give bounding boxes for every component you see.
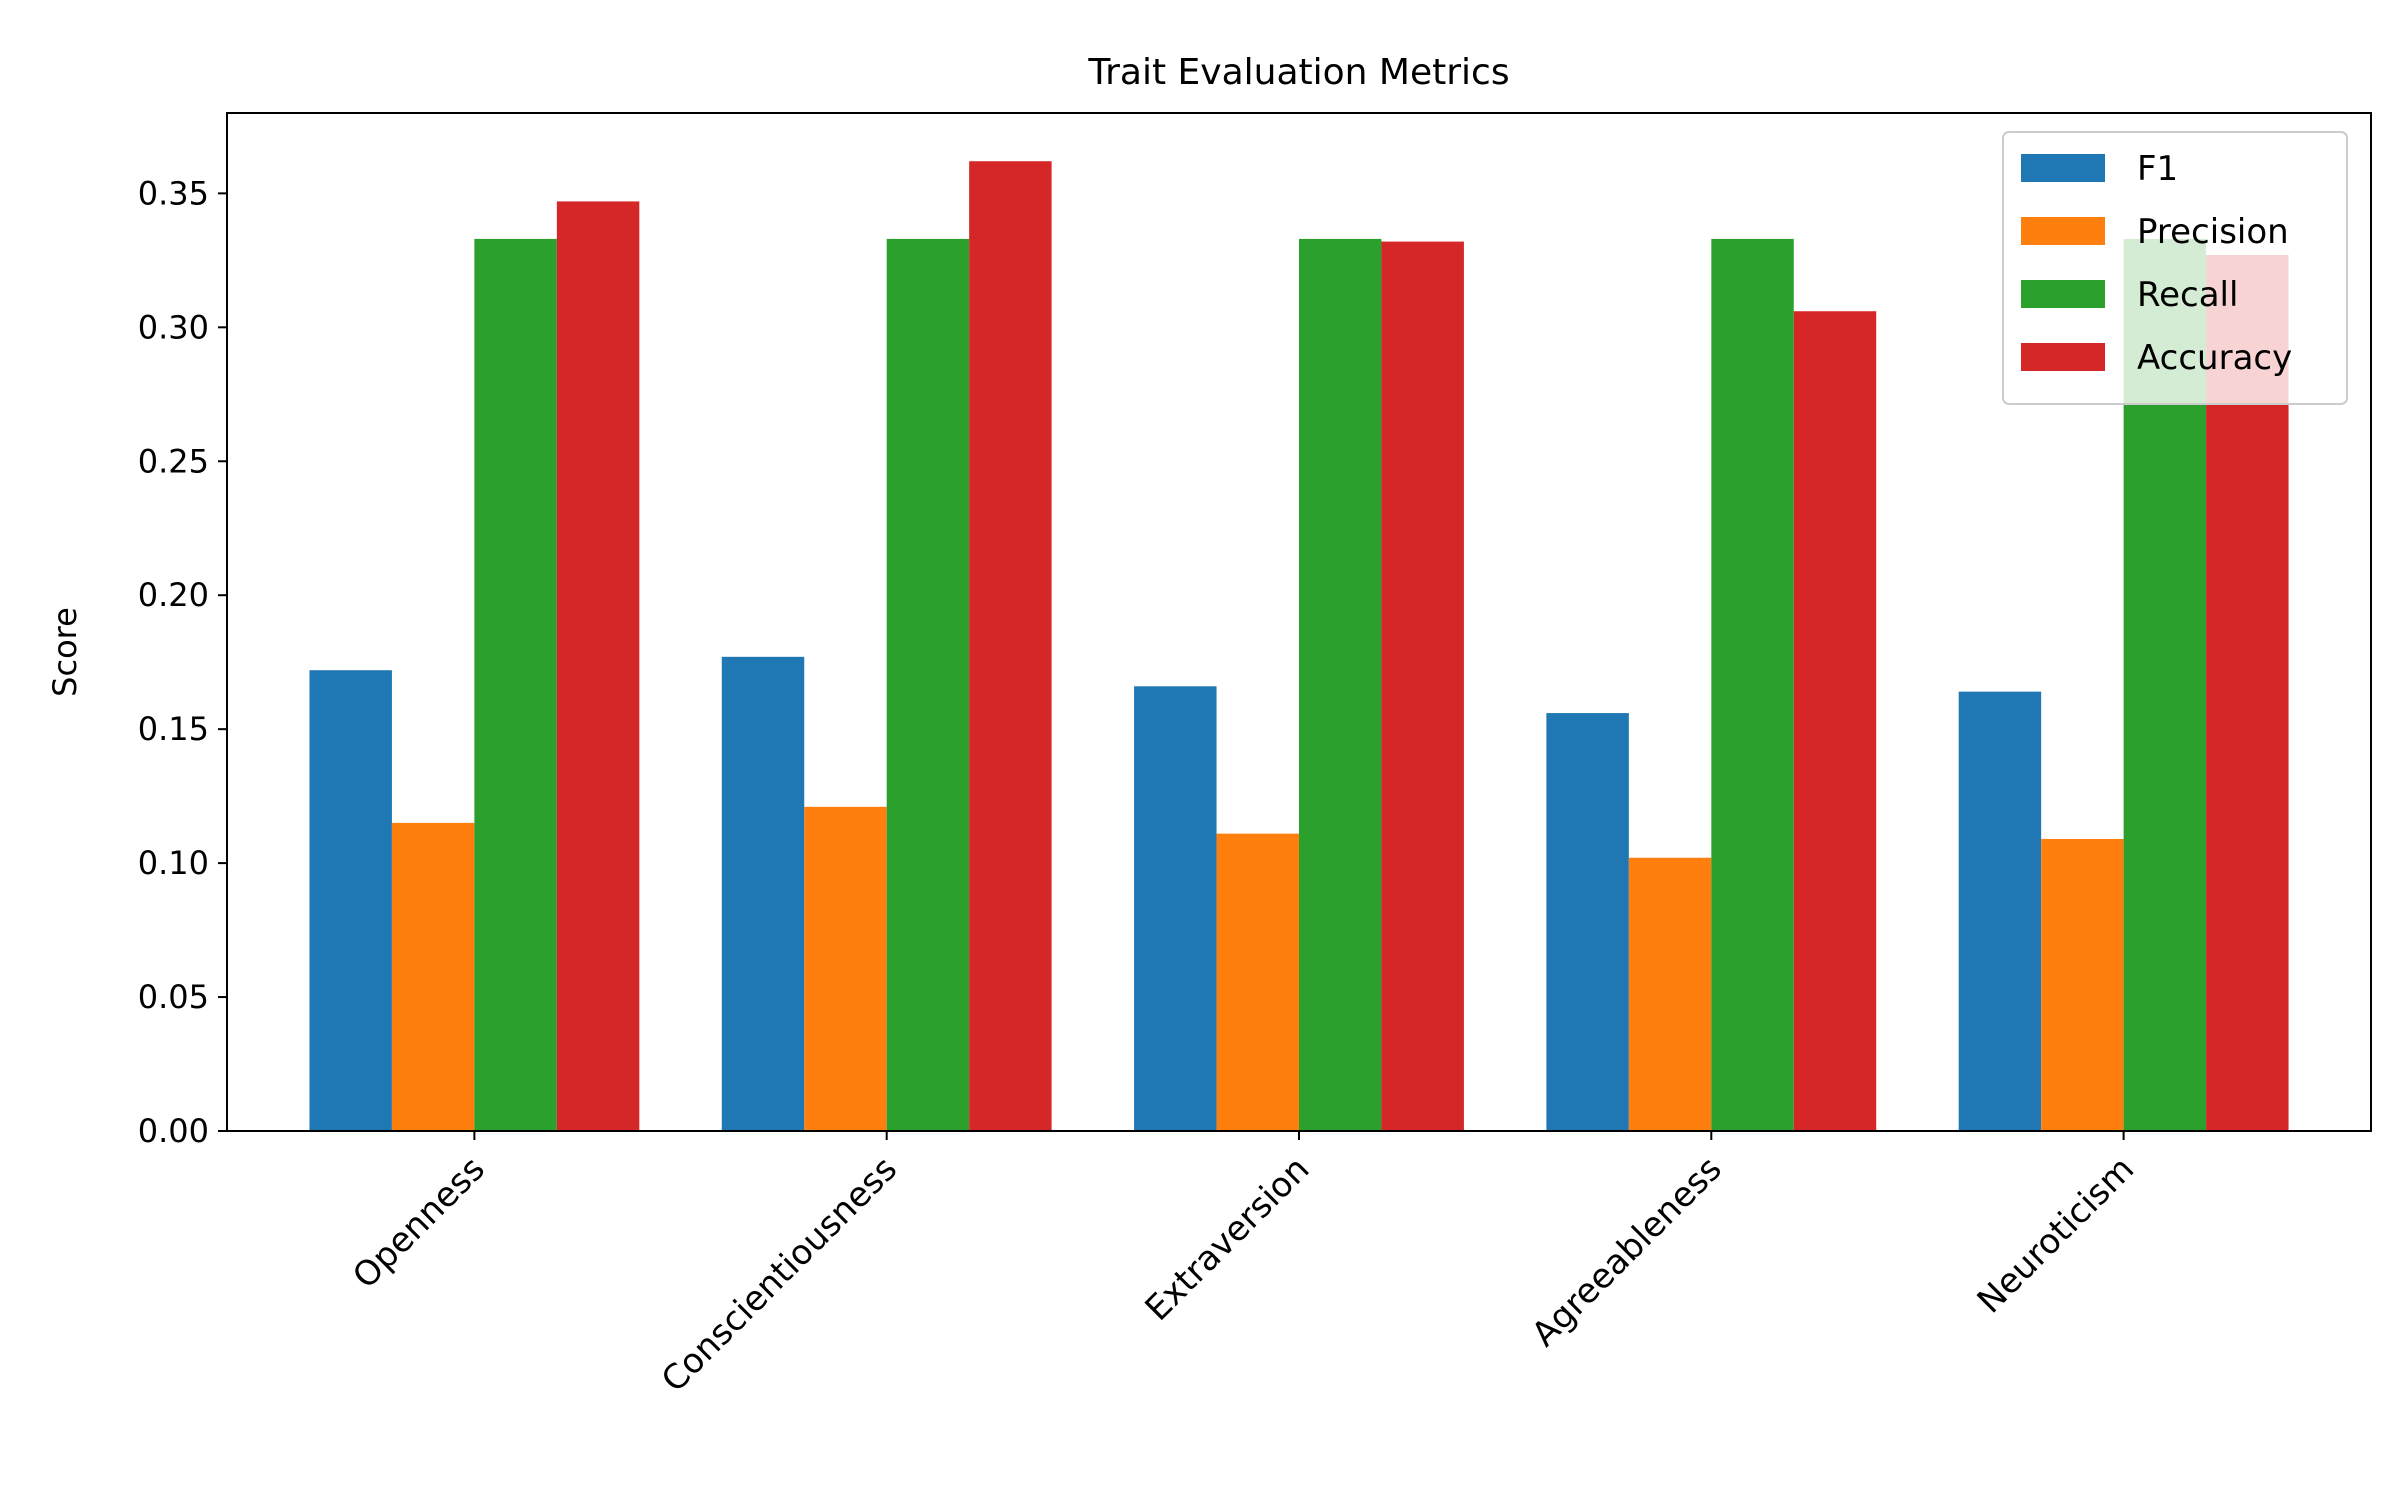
bar-f1-neuroticism (1958, 691, 2042, 1131)
bar-precision-agreeableness (1628, 857, 1712, 1131)
y-axis: 0.00 0.05 0.10 0.15 0.20 0.25 0.30 0.35 (138, 174, 227, 1150)
bar-accuracy-openness (556, 201, 640, 1131)
bar-precision-openness (391, 822, 475, 1131)
y-tick-label: 0.10 (138, 844, 209, 882)
y-tick-label: 0.15 (138, 710, 209, 748)
legend-label-recall: Recall (2137, 275, 2238, 315)
chart-title: Trait Evaluation Metrics (1087, 52, 1509, 93)
bar-recall-agreeableness (1711, 238, 1794, 1131)
bar-recall-extraversion (1299, 238, 1382, 1131)
legend-swatch-f1 (2021, 154, 2105, 182)
y-tick-label: 0.00 (138, 1112, 209, 1150)
legend-swatch-recall (2021, 280, 2105, 308)
bar-precision-neuroticism (2041, 838, 2124, 1131)
legend-label-precision: Precision (2137, 212, 2289, 252)
y-tick-label: 0.25 (138, 442, 209, 480)
bar-f1-conscientiousness (721, 656, 805, 1131)
bar-f1-agreeableness (1546, 713, 1629, 1131)
legend-swatch-accuracy (2021, 343, 2105, 371)
bar-precision-extraversion (1216, 833, 1299, 1131)
legend-box (2002, 131, 2348, 405)
bar-f1-extraversion (1134, 686, 1217, 1131)
bar-accuracy-conscientiousness (969, 161, 1052, 1132)
bar-recall-openness (474, 238, 557, 1131)
y-tick-label: 0.30 (138, 308, 209, 346)
bar-f1-openness (309, 670, 392, 1131)
bar-accuracy-extraversion (1381, 241, 1464, 1132)
legend-label-accuracy: Accuracy (2137, 338, 2292, 378)
bar-accuracy-agreeableness (1793, 311, 1877, 1131)
bar-recall-conscientiousness (886, 238, 970, 1131)
legend-swatch-precision (2021, 217, 2105, 245)
legend: F1 Precision Recall Accuracy (2002, 131, 2348, 405)
y-tick-label: 0.20 (138, 576, 209, 614)
legend-label-f1: F1 (2137, 149, 2178, 189)
plot-frame (226, 112, 2372, 1132)
y-axis-label: Score (46, 607, 84, 697)
bar-precision-conscientiousness (804, 806, 887, 1131)
y-tick-label: 0.05 (138, 978, 209, 1016)
y-tick-label: 0.35 (138, 174, 209, 212)
